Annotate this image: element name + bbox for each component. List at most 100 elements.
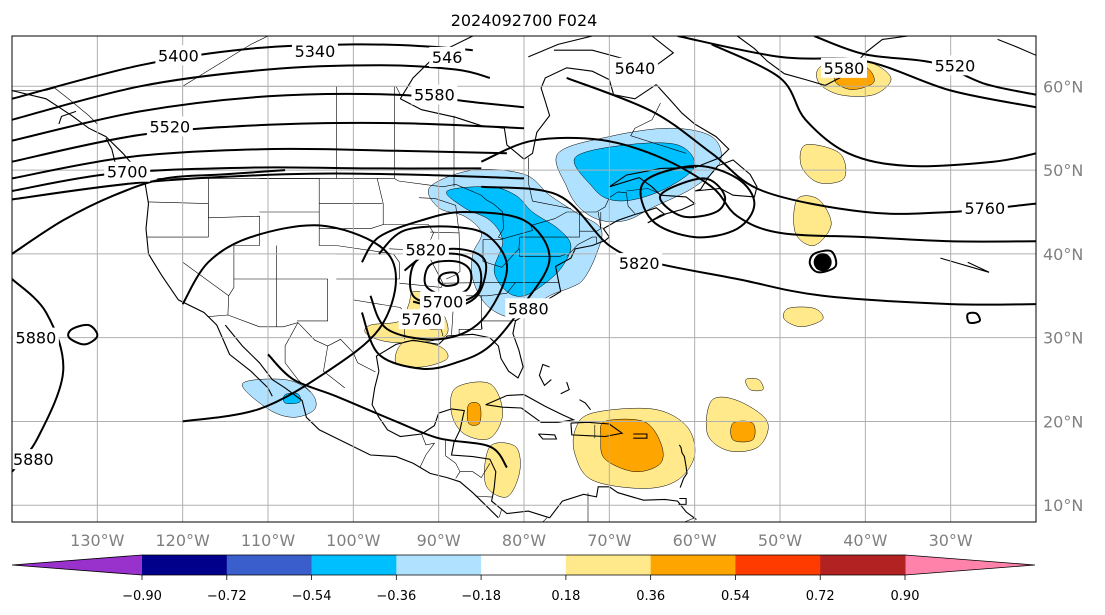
colorbar-bin (142, 555, 228, 575)
contour-label: 5760 (401, 310, 442, 329)
coastline (12, 89, 273, 397)
coastline (224, 324, 499, 519)
contour-label: 5700 (107, 163, 148, 182)
contour-line (267, 353, 508, 469)
contour-label: 5640 (615, 59, 656, 78)
shaded-region (600, 418, 664, 472)
contour-label-bg (961, 197, 1008, 218)
shaded-region (394, 340, 449, 368)
map-frame (11, 35, 1037, 523)
contour-label-bg (616, 253, 663, 274)
colorbar-bin (650, 555, 736, 575)
border-line (445, 455, 491, 479)
contour-label: 5340 (295, 42, 336, 61)
contour-label: 5820 (619, 254, 660, 273)
coastline (528, 36, 675, 66)
contour-label: 5760 (964, 199, 1005, 218)
colorbar-tick-label: −0.18 (461, 589, 501, 604)
contour-label-bg (429, 46, 466, 67)
colorbar-bin (226, 555, 313, 575)
coastline (633, 433, 648, 439)
latitude-label: 60°N (1043, 77, 1083, 96)
longitude-label: 60°W (673, 531, 717, 550)
border-line (259, 178, 320, 213)
colorbar-tick-label: 0.18 (551, 589, 580, 604)
border-line (146, 201, 209, 238)
coastline (485, 394, 576, 423)
contour-label-bg (821, 57, 867, 78)
latitude-label: 20°N (1043, 412, 1083, 431)
colorbar-max-arrow (905, 555, 1035, 575)
closed-contour (966, 311, 981, 325)
coastline (538, 363, 552, 387)
colorbar-bin (311, 555, 397, 575)
closed-contour (659, 177, 727, 219)
shaded-region (793, 195, 832, 246)
contour-label-bg (419, 291, 466, 312)
coastline (997, 38, 1036, 56)
contour-line (12, 92, 525, 142)
colorbar-tick-label: −0.54 (292, 589, 332, 604)
border-line (499, 508, 503, 518)
longitude-label: 120°W (155, 531, 210, 550)
height-contours (12, 36, 1036, 473)
longitude-labels: 130°W 120°W 110°W 100°W 90°W 80°W 70°W 60°W 50°W… (70, 531, 973, 550)
border-line (542, 517, 548, 522)
border-line (207, 314, 376, 373)
latitude-label: 40°N (1043, 245, 1083, 264)
colorbar-bin (735, 555, 821, 575)
border-line (446, 232, 461, 280)
contour-line (12, 169, 286, 255)
colorbar-tick-label: −0.90 (122, 589, 162, 604)
shaded-region (730, 420, 756, 443)
coastline (58, 110, 77, 125)
colorbar-tick-label: 0.90 (891, 589, 920, 604)
contour-label: 5580 (824, 59, 865, 78)
coastline (940, 257, 990, 273)
longitude-label: 40°W (843, 531, 887, 550)
contour-line (12, 64, 491, 121)
shaded-region (466, 402, 482, 426)
border-line (208, 178, 260, 296)
contour-label-bg (104, 161, 151, 182)
contour-label: 5880 (13, 450, 54, 469)
border-line (419, 433, 436, 468)
border-line (630, 102, 687, 154)
contour-line (711, 43, 1036, 168)
colorbar (11, 554, 1036, 576)
colorbar-tick-label: 0.72 (806, 589, 835, 604)
contour-line (566, 76, 1036, 215)
contour-label: 5880 (508, 299, 549, 318)
colorbar-tick-label: 0.54 (721, 589, 750, 604)
coastline (736, 36, 909, 86)
latitude-labels: 60°N 50°N 40°N 30°N 20°N 10°N (1043, 77, 1083, 515)
contour-line (12, 43, 473, 100)
border-line (297, 279, 328, 322)
border-line (519, 248, 567, 257)
shaded-region (573, 142, 696, 202)
colorbar-tick-labels: −0.90 −0.72 −0.54 −0.36 −0.18 0.18 0.36 0.54 0.7… (122, 575, 919, 604)
closed-contour (423, 259, 473, 297)
contour-label-bg (291, 41, 338, 62)
border-line (566, 236, 597, 257)
contour-label-bg (505, 298, 552, 319)
colorbar-bin (565, 555, 652, 575)
contour-line (480, 136, 1036, 243)
contour-label-bg (12, 327, 59, 348)
contour-line (360, 210, 551, 371)
contour-label: 5820 (406, 241, 447, 260)
coastline (399, 36, 474, 100)
shaded-region (745, 378, 764, 392)
contour-label-bg (12, 449, 57, 470)
border-line (579, 211, 602, 232)
shaded-region (484, 442, 521, 498)
contour-line (12, 147, 507, 180)
colorbar-bin (820, 555, 906, 575)
closed-contour (639, 164, 756, 239)
closed-contour (808, 249, 838, 274)
contour-label-bg (155, 45, 202, 66)
contour-line (481, 185, 1036, 306)
